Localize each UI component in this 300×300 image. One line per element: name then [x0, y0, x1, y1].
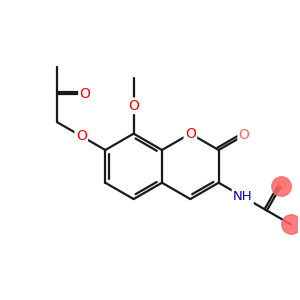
Text: O: O — [276, 180, 285, 193]
Text: O: O — [239, 128, 250, 142]
Text: O: O — [76, 129, 87, 143]
Text: O: O — [128, 99, 139, 113]
Text: O: O — [80, 87, 90, 101]
Text: O: O — [185, 127, 196, 141]
Text: NH: NH — [233, 190, 253, 203]
